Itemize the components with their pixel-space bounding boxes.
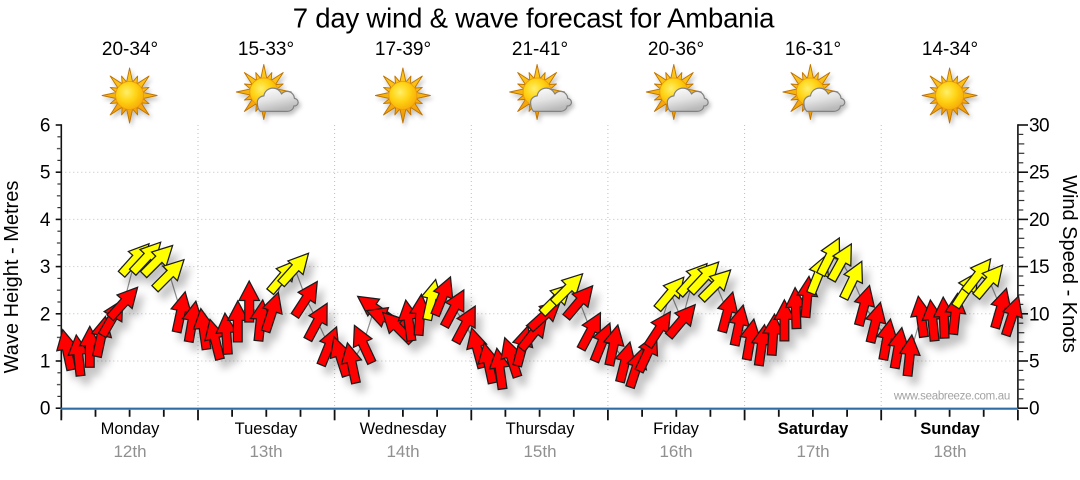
svg-text:13th: 13th <box>249 442 282 461</box>
svg-text:30: 30 <box>1029 116 1049 137</box>
svg-text:14th: 14th <box>386 442 419 461</box>
svg-text:Monday: Monday <box>101 420 160 438</box>
svg-text:5: 5 <box>1029 352 1039 373</box>
svg-text:Saturday: Saturday <box>778 420 849 438</box>
svg-text:12th: 12th <box>113 442 146 461</box>
svg-text:4: 4 <box>40 210 51 231</box>
svg-text:20-34°: 20-34° <box>102 39 158 60</box>
svg-text:20: 20 <box>1029 210 1049 231</box>
svg-text:2: 2 <box>40 304 51 325</box>
svg-text:15th: 15th <box>523 442 556 461</box>
svg-text:0: 0 <box>1029 399 1039 420</box>
svg-text:Friday: Friday <box>653 420 700 438</box>
svg-text:17-39°: 17-39° <box>375 39 431 60</box>
svg-text:Thursday: Thursday <box>506 420 576 438</box>
svg-text:3: 3 <box>40 257 51 278</box>
svg-text:14-34°: 14-34° <box>922 39 978 60</box>
svg-text:www.seabreeze.com.au: www.seabreeze.com.au <box>893 391 1010 403</box>
svg-text:20-36°: 20-36° <box>648 39 704 60</box>
svg-text:7 day wind & wave forecast for: 7 day wind & wave forecast for Ambania <box>293 3 775 34</box>
svg-text:15: 15 <box>1029 257 1049 278</box>
svg-text:Wind Speed - Knots: Wind Speed - Knots <box>1058 175 1080 353</box>
svg-text:Wave Height - Metres: Wave Height - Metres <box>1 181 23 374</box>
svg-text:17th: 17th <box>796 442 829 461</box>
svg-text:21-41°: 21-41° <box>512 39 568 60</box>
svg-text:5: 5 <box>40 163 51 184</box>
svg-text:Wednesday: Wednesday <box>360 420 448 438</box>
svg-text:Tuesday: Tuesday <box>235 420 298 438</box>
svg-text:15-33°: 15-33° <box>238 39 294 60</box>
svg-text:16th: 16th <box>659 442 692 461</box>
svg-text:6: 6 <box>40 116 51 137</box>
svg-text:25: 25 <box>1029 163 1049 184</box>
svg-text:16-31°: 16-31° <box>785 39 841 60</box>
svg-text:18th: 18th <box>933 442 966 461</box>
svg-text:0: 0 <box>40 399 51 420</box>
svg-text:Sunday: Sunday <box>920 420 980 438</box>
svg-text:1: 1 <box>40 352 51 373</box>
svg-text:10: 10 <box>1029 304 1049 325</box>
